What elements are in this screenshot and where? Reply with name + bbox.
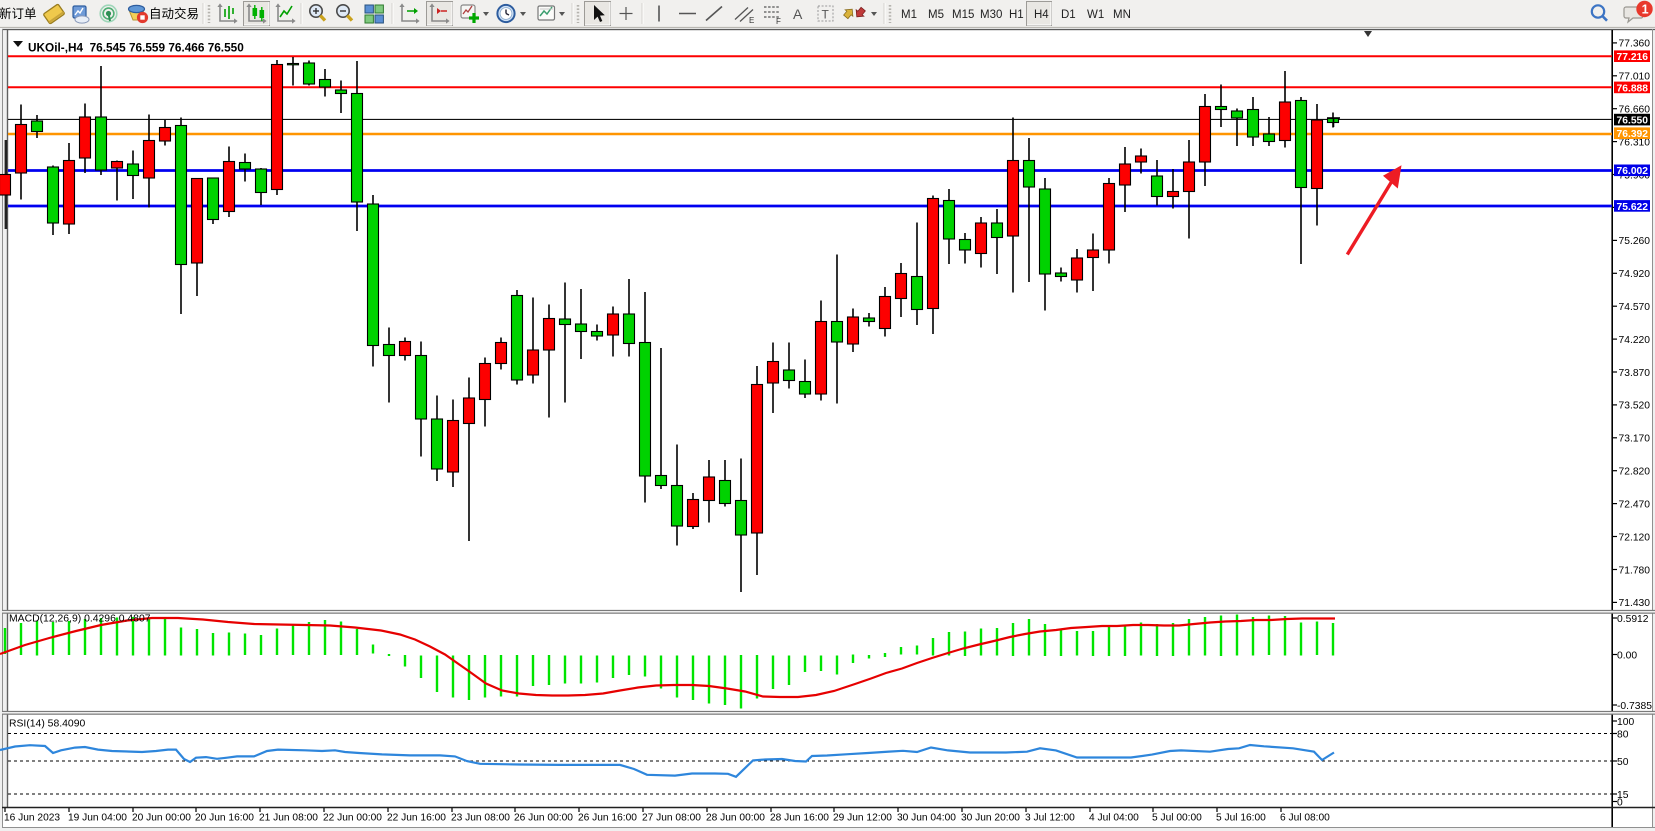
svg-text:6 Jul 08:00: 6 Jul 08:00 — [1280, 813, 1330, 824]
svg-text:M15: M15 — [952, 9, 974, 21]
svg-text:M1: M1 — [901, 9, 917, 21]
svg-text:H4: H4 — [1034, 9, 1049, 21]
svg-text:72.820: 72.820 — [1619, 467, 1651, 478]
svg-text:-0.7385: -0.7385 — [1617, 701, 1652, 712]
svg-text:77.360: 77.360 — [1619, 39, 1651, 50]
svg-text:MN: MN — [1113, 9, 1131, 21]
svg-text:M30: M30 — [980, 9, 1002, 21]
svg-text:H1: H1 — [1009, 9, 1024, 21]
svg-text:28 Jun 16:00: 28 Jun 16:00 — [770, 813, 829, 824]
svg-text:76.660: 76.660 — [1619, 105, 1651, 116]
svg-text:76.888: 76.888 — [1617, 83, 1649, 94]
svg-text:30 Jun 04:00: 30 Jun 04:00 — [897, 813, 956, 824]
svg-text:71.780: 71.780 — [1619, 565, 1651, 576]
svg-text:21 Jun 08:00: 21 Jun 08:00 — [259, 813, 318, 824]
svg-text:71.430: 71.430 — [1619, 598, 1651, 609]
svg-text:74.570: 74.570 — [1619, 302, 1651, 313]
svg-text:MACD(12,26,9) 0.4296 0.4807: MACD(12,26,9) 0.4296 0.4807 — [9, 614, 151, 625]
svg-text:A: A — [793, 6, 803, 22]
svg-text:73.170: 73.170 — [1619, 434, 1651, 445]
svg-text:0.5912: 0.5912 — [1617, 614, 1649, 625]
svg-text:73.520: 73.520 — [1619, 401, 1651, 412]
svg-text:100: 100 — [1617, 717, 1634, 728]
svg-text:22 Jun 00:00: 22 Jun 00:00 — [323, 813, 382, 824]
svg-text:19 Jun 04:00: 19 Jun 04:00 — [68, 813, 127, 824]
svg-text:22 Jun 16:00: 22 Jun 16:00 — [387, 813, 446, 824]
svg-text:30 Jun 20:00: 30 Jun 20:00 — [961, 813, 1020, 824]
svg-text:80: 80 — [1617, 729, 1629, 740]
svg-text:M5: M5 — [928, 9, 944, 21]
svg-text:28 Jun 00:00: 28 Jun 00:00 — [706, 813, 765, 824]
svg-text:75.260: 75.260 — [1619, 236, 1651, 247]
svg-text:0.00: 0.00 — [1617, 650, 1637, 661]
svg-text:73.870: 73.870 — [1619, 368, 1651, 379]
svg-text:RSI(14) 58.4090: RSI(14) 58.4090 — [9, 719, 85, 730]
svg-text:26 Jun 16:00: 26 Jun 16:00 — [578, 813, 637, 824]
svg-text:76.310: 76.310 — [1619, 137, 1651, 148]
svg-text:16 Jun 2023: 16 Jun 2023 — [4, 813, 60, 824]
svg-text:E: E — [749, 16, 754, 25]
svg-text:20 Jun 00:00: 20 Jun 00:00 — [132, 813, 191, 824]
svg-text:新订单: 新订单 — [0, 6, 37, 21]
svg-text:4 Jul 04:00: 4 Jul 04:00 — [1089, 813, 1139, 824]
svg-text:74.920: 74.920 — [1619, 269, 1651, 280]
svg-text:5 Jul 16:00: 5 Jul 16:00 — [1216, 813, 1266, 824]
svg-text:76.002: 76.002 — [1617, 166, 1649, 177]
svg-text:74.220: 74.220 — [1619, 335, 1651, 346]
svg-text:20 Jun 16:00: 20 Jun 16:00 — [195, 813, 254, 824]
svg-text:77.216: 77.216 — [1617, 52, 1649, 63]
svg-text:5 Jul 00:00: 5 Jul 00:00 — [1152, 813, 1202, 824]
svg-text:75.622: 75.622 — [1617, 202, 1649, 213]
svg-text:26 Jun 00:00: 26 Jun 00:00 — [514, 813, 573, 824]
svg-text:T: T — [822, 8, 830, 22]
svg-text:72.470: 72.470 — [1619, 499, 1651, 510]
svg-text:23 Jun 08:00: 23 Jun 08:00 — [451, 813, 510, 824]
svg-text:W1: W1 — [1087, 9, 1104, 21]
svg-text:27 Jun 08:00: 27 Jun 08:00 — [642, 813, 701, 824]
svg-text:D1: D1 — [1061, 9, 1076, 21]
svg-text:F: F — [776, 17, 781, 26]
svg-text:1: 1 — [1642, 2, 1649, 16]
svg-text:77.010: 77.010 — [1619, 72, 1651, 83]
svg-text:自动交易: 自动交易 — [149, 6, 199, 21]
svg-text:15: 15 — [1617, 790, 1629, 801]
svg-text:0: 0 — [1617, 797, 1623, 808]
svg-text:76.550: 76.550 — [1617, 116, 1649, 127]
svg-text:72.120: 72.120 — [1619, 532, 1651, 543]
svg-text:50: 50 — [1617, 757, 1629, 768]
svg-text:3 Jul 12:00: 3 Jul 12:00 — [1025, 813, 1075, 824]
svg-text:UKOil-,H4 76.545 76.559 76.46: UKOil-,H4 76.545 76.559 76.466 76.550 — [28, 41, 244, 55]
svg-text:76.392: 76.392 — [1617, 129, 1649, 140]
svg-text:29 Jun 12:00: 29 Jun 12:00 — [833, 813, 892, 824]
